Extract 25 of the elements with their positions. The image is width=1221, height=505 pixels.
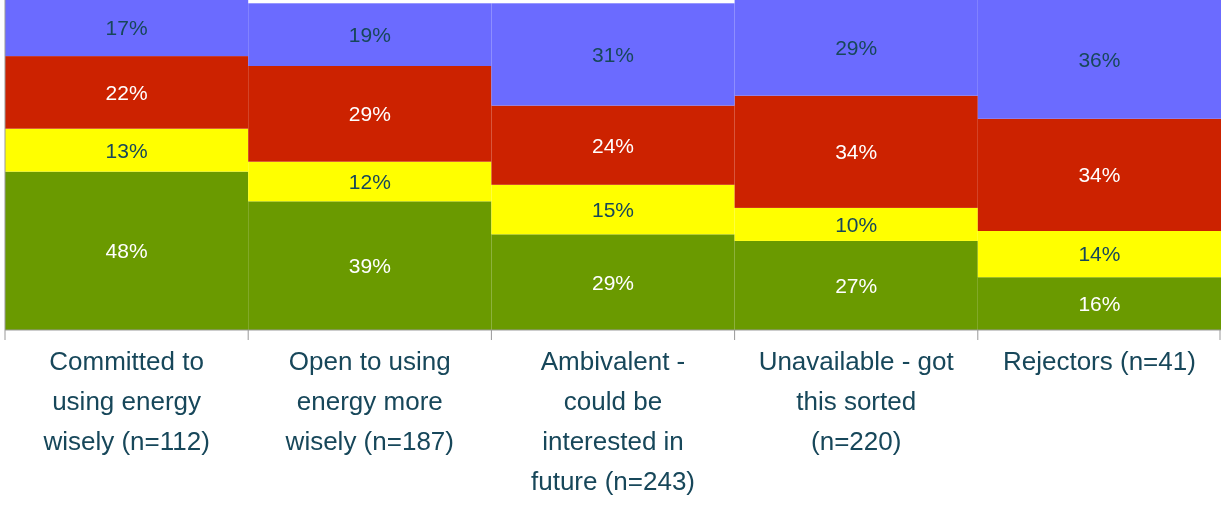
x-tick-label: Rejectors (n=41) bbox=[1002, 346, 1196, 376]
data-label: 31% bbox=[591, 42, 635, 66]
x-tick-label: Committed to using energy wisely (n=112) bbox=[42, 346, 210, 456]
data-label: 24% bbox=[591, 133, 635, 157]
data-label: 17% bbox=[105, 16, 148, 40]
data-label: 15% bbox=[591, 197, 635, 221]
data-label: 39% bbox=[348, 254, 391, 277]
data-label: 16% bbox=[1078, 291, 1121, 315]
data-label: 34% bbox=[1078, 163, 1121, 187]
data-label: 22% bbox=[105, 80, 148, 104]
data-label: 10% bbox=[835, 212, 878, 236]
x-tick-label: Open to using energy more wisely (n=187) bbox=[284, 346, 454, 456]
data-label: 27% bbox=[835, 273, 878, 297]
data-label: 29% bbox=[591, 270, 635, 294]
x-tick-label: Ambivalent - could be interested in future (n=243) bbox=[530, 346, 696, 496]
data-label: 29% bbox=[348, 102, 391, 126]
data-label: 19% bbox=[348, 23, 391, 46]
data-label: 29% bbox=[835, 36, 878, 60]
data-label: 48% bbox=[105, 239, 148, 263]
x-tick-label: Unavailable - got this sorted (n=220) bbox=[758, 346, 955, 456]
data-label: 34% bbox=[835, 140, 878, 164]
data-label: 12% bbox=[348, 169, 391, 193]
data-label: 13% bbox=[105, 138, 148, 162]
data-label: 36% bbox=[1078, 47, 1121, 71]
data-label: 14% bbox=[1078, 242, 1121, 266]
